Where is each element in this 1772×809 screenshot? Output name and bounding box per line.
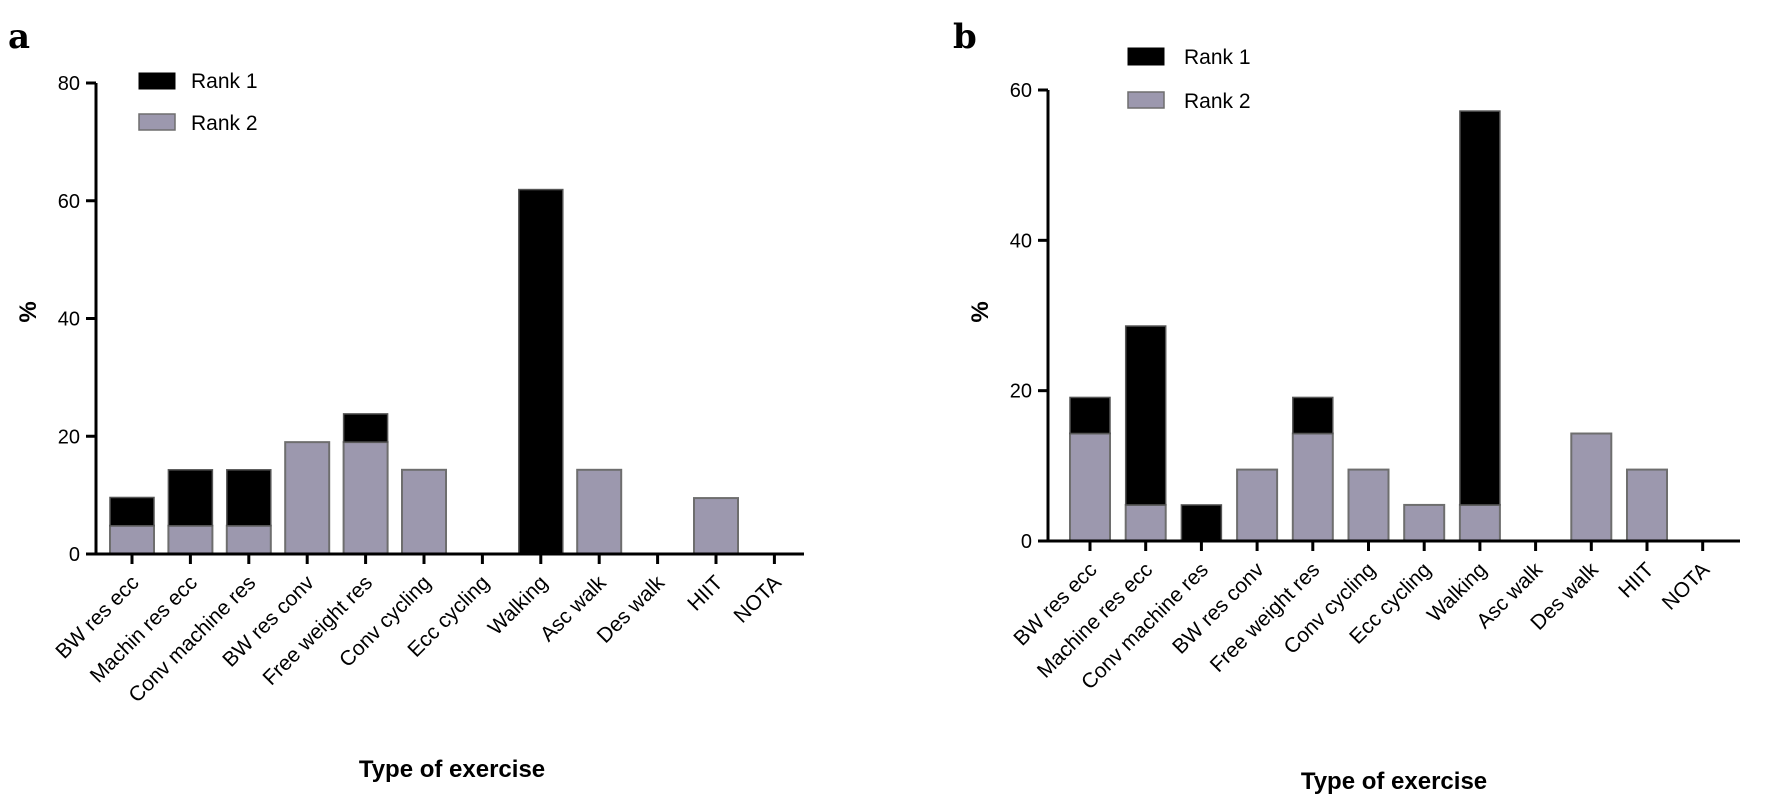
- y-tick-label: 80: [58, 73, 80, 95]
- x-tick-label: HIIT: [683, 571, 727, 615]
- y-tick-label: 60: [58, 191, 80, 213]
- x-axis-title-b: Type of exercise: [1301, 768, 1487, 795]
- bar-rank-1: [109, 496, 155, 527]
- y-tick-label: 0: [1021, 531, 1032, 553]
- bar-rank-1: [1180, 504, 1223, 542]
- bar-rank-2: [342, 441, 389, 556]
- bar-rank-2: [693, 497, 739, 556]
- bar-rank-2: [1403, 503, 1446, 543]
- bar-rank-2: [576, 468, 623, 555]
- y-tick-label: 0: [69, 544, 80, 566]
- y-ticks-a: 0 20 40 60 80: [58, 73, 96, 566]
- bar-rank-1: [1069, 396, 1111, 435]
- y-tick-label: 40: [1010, 230, 1032, 252]
- x-tick-label: HIIT: [1614, 558, 1658, 602]
- panel-letter-a: a: [8, 17, 30, 57]
- bar-rank-1: [342, 413, 389, 443]
- x-tick-label: Machin res ecc: [86, 571, 202, 687]
- legend-swatch-rank-2: [138, 113, 176, 131]
- panel-letter-b: b: [953, 17, 977, 57]
- bar-rank-1: [1459, 110, 1501, 506]
- y-axis-title-b: %: [967, 301, 994, 322]
- bar-rank-2: [1236, 468, 1279, 543]
- bar-rank-1: [1292, 396, 1334, 435]
- legend-swatch-rank-1: [1127, 47, 1165, 66]
- y-tick-label: 40: [58, 309, 80, 331]
- bar-rank-1: [167, 469, 214, 527]
- legend-a: Rank 1 Rank 2: [138, 70, 258, 135]
- bar-rank-2: [1458, 503, 1501, 543]
- bar-rank-2: [284, 441, 331, 556]
- y-ticks-b: 0 20 40 60: [1010, 80, 1048, 553]
- legend-label-rank-2: Rank 2: [1184, 90, 1251, 113]
- legend-label-rank-1: Rank 1: [191, 70, 258, 93]
- bar-rank-1: [1124, 325, 1167, 506]
- bars-a: [109, 188, 739, 556]
- x-tick-label: NOTA: [1658, 558, 1714, 614]
- y-tick-label: 60: [1010, 80, 1032, 102]
- bar-rank-2: [1124, 503, 1167, 543]
- y-tick-label: 20: [1010, 381, 1032, 403]
- x-tick-label: NOTA: [730, 571, 786, 627]
- chart-panel-a: a Rank 1 Rank 2 0 20 40 60 80 BW res eccMach…: [8, 17, 804, 783]
- bar-rank-2: [109, 524, 155, 555]
- bar-rank-2: [167, 524, 214, 555]
- bar-rank-2: [401, 468, 447, 555]
- bar-rank-2: [1291, 432, 1334, 542]
- y-tick-label: 20: [58, 426, 80, 448]
- bars-b: [1069, 110, 1668, 543]
- bar-rank-2: [225, 524, 272, 555]
- legend-label-rank-2: Rank 2: [191, 112, 258, 135]
- y-axis-title-a: %: [15, 301, 42, 322]
- bar-rank-2: [1570, 432, 1613, 542]
- legend-b: Rank 1 Rank 2: [1127, 46, 1251, 113]
- chart-panel-b: b Rank 1 Rank 2 0 20 40 60 BW res eccMachin…: [953, 17, 1740, 795]
- bar-rank-2: [1347, 468, 1390, 543]
- legend-label-rank-1: Rank 1: [1184, 46, 1251, 69]
- legend-swatch-rank-2: [1127, 91, 1165, 109]
- bar-rank-2: [1069, 432, 1111, 542]
- bar-rank-1: [518, 188, 564, 555]
- bar-rank-2: [1626, 468, 1668, 543]
- x-axis-title-a: Type of exercise: [359, 756, 545, 783]
- bar-rank-1: [226, 469, 272, 527]
- legend-swatch-rank-1: [138, 72, 176, 90]
